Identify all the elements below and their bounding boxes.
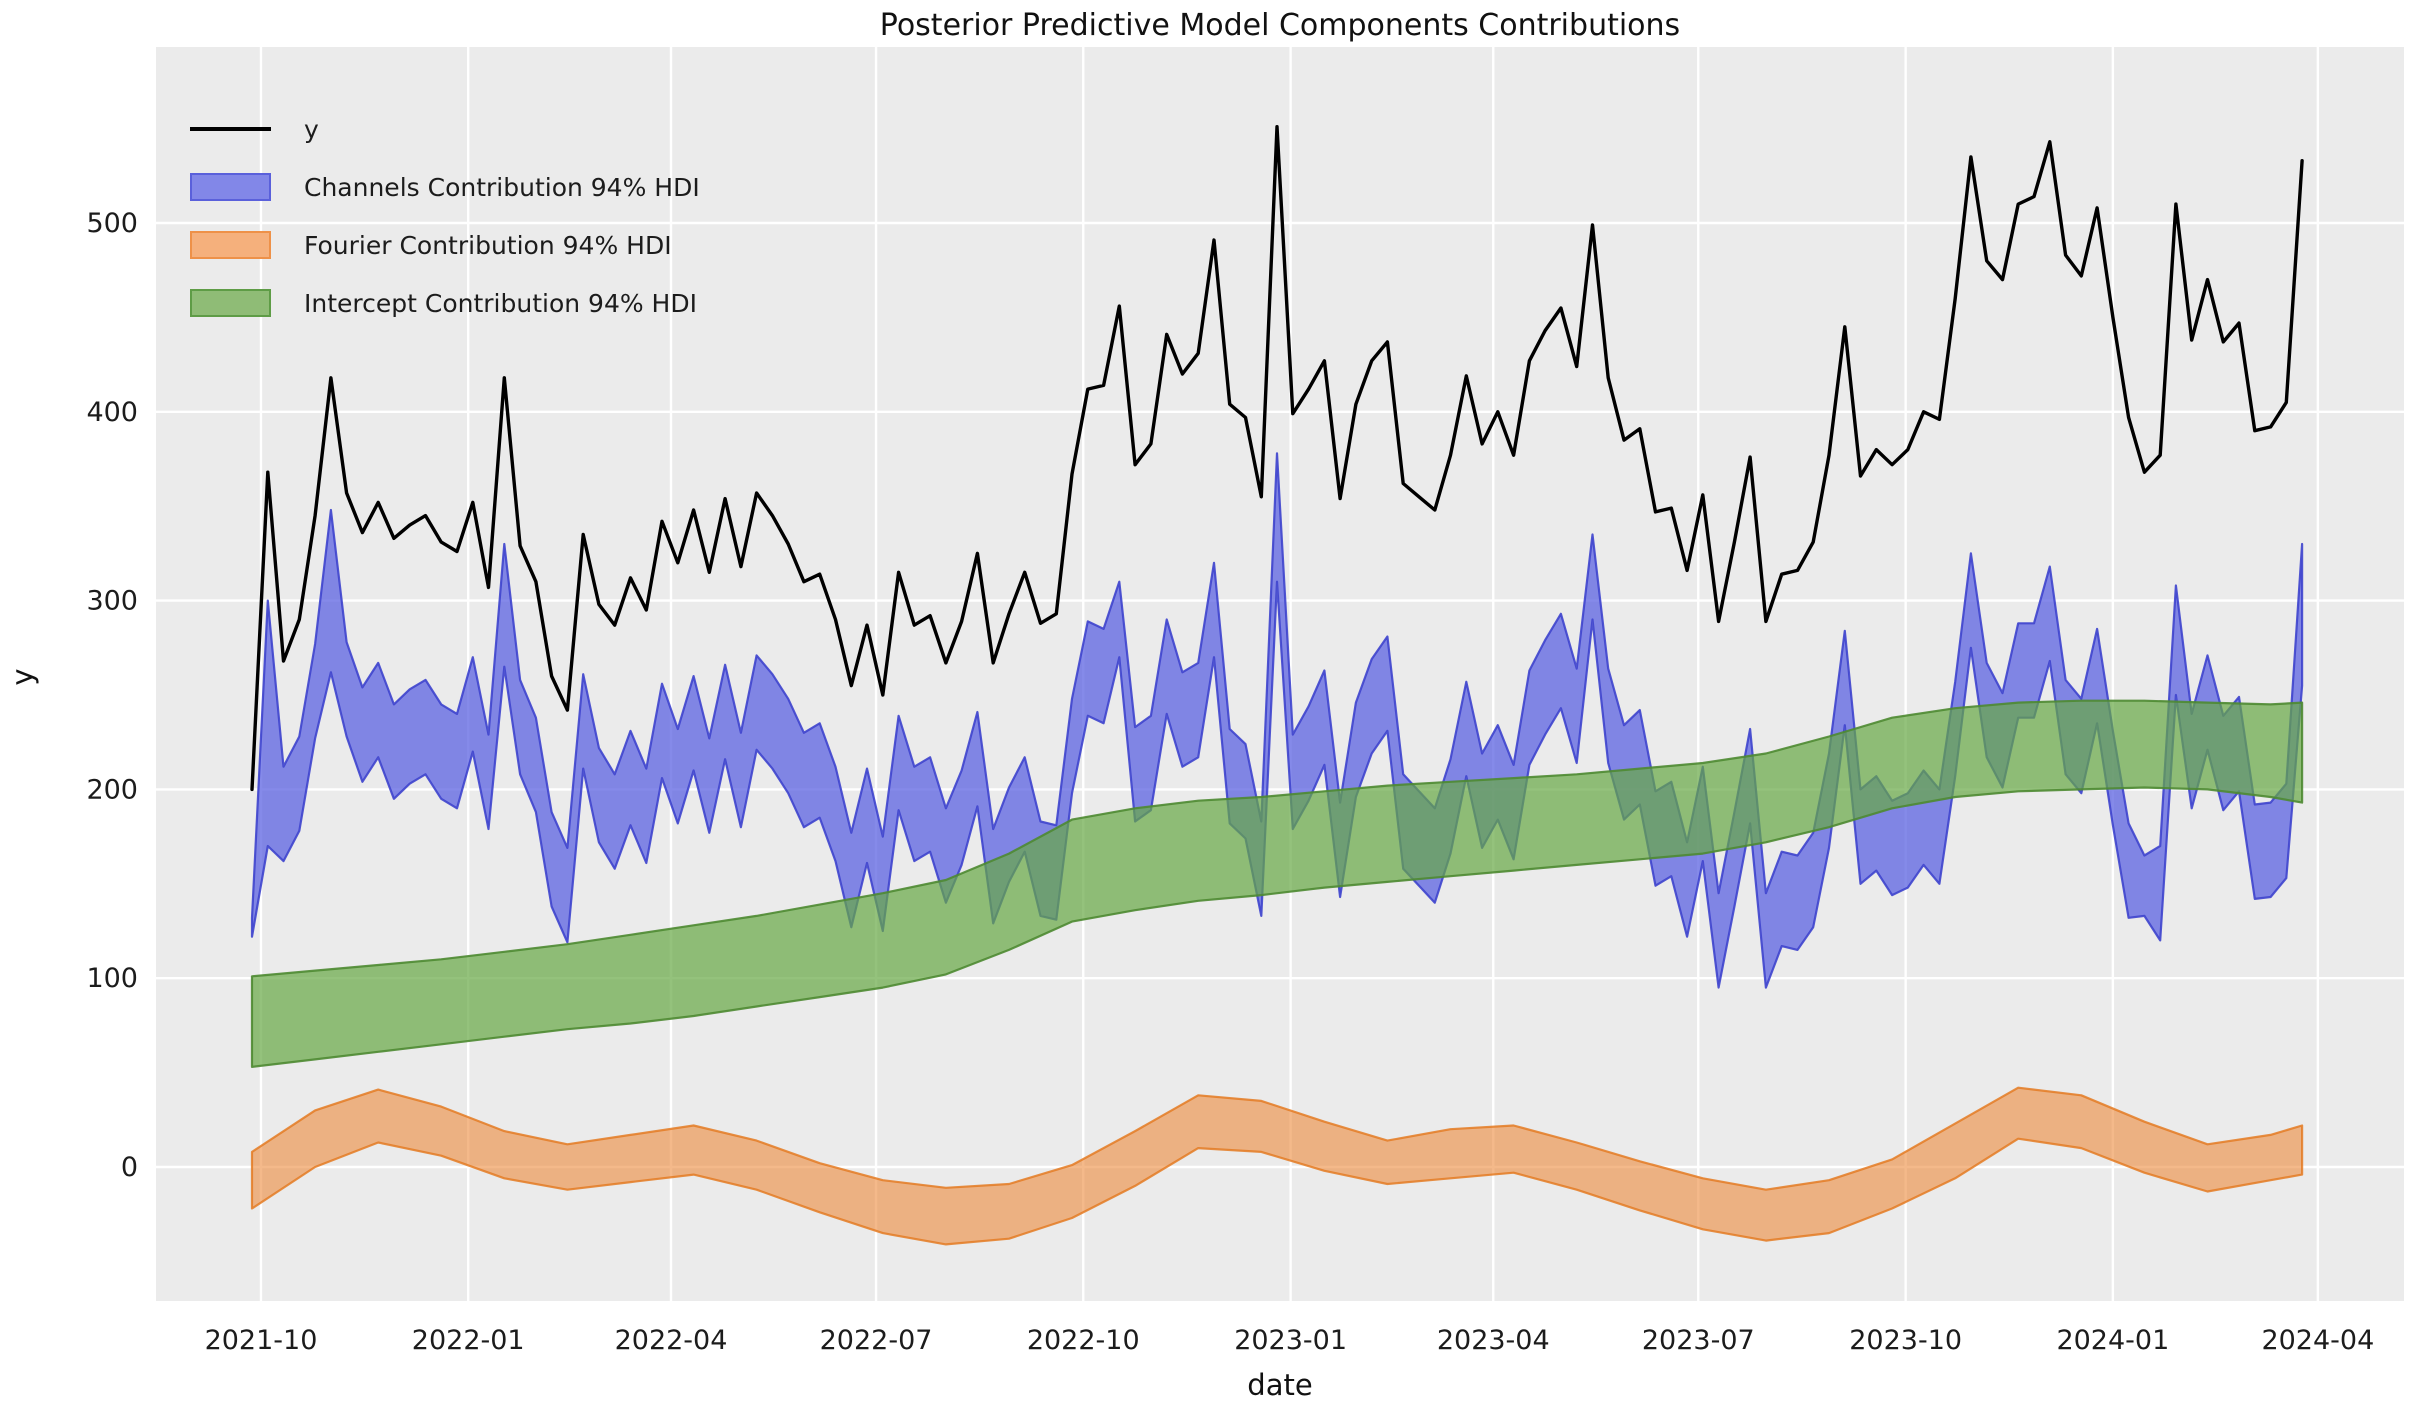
x-tick-label: 2022-10 [1027, 1325, 1140, 1356]
legend-item-fourier: Fourier Contribution 94% HDI [190, 216, 700, 274]
x-tick-label: 2023-07 [1642, 1325, 1755, 1356]
x-tick-label: 2022-01 [412, 1325, 525, 1356]
fourier-band [250, 1086, 2304, 1246]
legend-label: Fourier Contribution 94% HDI [304, 230, 672, 260]
x-tick-label: 2023-10 [1849, 1325, 1962, 1356]
intercept-band [250, 699, 2304, 1068]
y-tick-label: 400 [86, 397, 138, 428]
channels-band [250, 452, 2304, 989]
intercept-patch-swatch [190, 289, 271, 317]
x-tick-label: 2021-10 [205, 1325, 318, 1356]
legend-item-intercept: Intercept Contribution 94% HDI [190, 274, 700, 332]
legend: y Channels Contribution 94% HDI Fourier … [190, 100, 700, 332]
x-tick-label: 2023-04 [1437, 1325, 1550, 1356]
x-tick-label: 2024-01 [2056, 1325, 2169, 1356]
x-axis-label: date [1247, 1368, 1313, 1402]
y-tick-label: 200 [86, 774, 138, 805]
legend-label: y [304, 114, 319, 144]
y-line [250, 124, 2304, 792]
x-tick-label: 2023-01 [1234, 1325, 1347, 1356]
y-tick-label: 500 [86, 208, 138, 239]
y-tick-label: 0 [121, 1152, 138, 1183]
fourier-patch-swatch [190, 231, 271, 259]
y-line-swatch [190, 127, 271, 131]
legend-item-y: y [190, 100, 700, 158]
x-tick-label: 2024-04 [2261, 1325, 2374, 1356]
legend-label: Intercept Contribution 94% HDI [304, 288, 697, 318]
x-tick-label: 2022-04 [615, 1325, 728, 1356]
legend-item-channels: Channels Contribution 94% HDI [190, 158, 700, 216]
chart-title: Posterior Predictive Model Components Co… [879, 8, 1681, 43]
y-tick-label: 300 [86, 586, 138, 617]
legend-label: Channels Contribution 94% HDI [304, 172, 700, 202]
y-tick-label: 100 [86, 963, 138, 994]
channels-patch-swatch [190, 173, 271, 201]
y-axis-label: y [5, 668, 40, 686]
x-tick-label: 2022-07 [820, 1325, 933, 1356]
